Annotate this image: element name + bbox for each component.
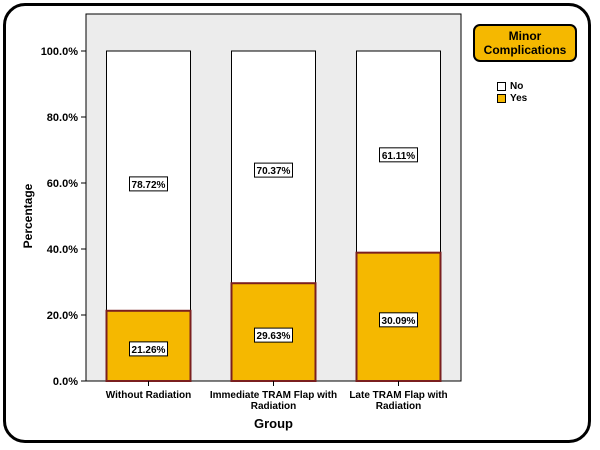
data-label-yes: 30.09% (382, 316, 416, 327)
legend-label-no: No (510, 81, 524, 92)
y-tick-label: 60.0% (47, 178, 78, 190)
legend-entry-yes: Yes (497, 93, 527, 104)
x-tick-label: Radiation (376, 401, 422, 412)
y-tick-label: 0.0% (53, 376, 78, 388)
legend-title: Minor Complications (473, 24, 577, 62)
legend-entry-no: No (497, 81, 523, 92)
data-label-yes: 21.26% (132, 345, 166, 356)
x-axis-title: Group (254, 416, 293, 431)
y-tick-label: 40.0% (47, 244, 78, 256)
legend-title-line-2: Complications (483, 43, 567, 57)
legend-swatch-no (497, 82, 506, 91)
data-label-no: 78.72% (132, 180, 166, 191)
y-tick-label: 100.0% (41, 46, 79, 58)
data-label-yes: 29.63% (257, 331, 291, 342)
data-label-no-box (254, 162, 293, 178)
data-label-no-box (379, 147, 418, 163)
x-tick-label: Without Radiation (106, 390, 191, 401)
y-tick-label: 80.0% (47, 112, 78, 124)
data-label-yes-box (379, 312, 418, 328)
data-label-no-box (129, 176, 168, 192)
x-tick-label: Immediate TRAM Flap with (210, 390, 337, 401)
legend-label-yes: Yes (510, 93, 528, 104)
data-label-no: 70.37% (257, 166, 291, 177)
x-tick-label: Late TRAM Flap with (349, 390, 447, 401)
y-axis-title: Percentage (21, 183, 35, 248)
data-label-yes-box (129, 341, 168, 357)
data-label-no: 61.11% (382, 151, 415, 162)
legend-title-line-1: Minor (508, 29, 542, 43)
x-tick-label: Radiation (251, 401, 297, 412)
legend-swatch-yes (497, 94, 506, 103)
y-tick-label: 20.0% (47, 310, 78, 322)
data-label-yes-box (254, 327, 293, 343)
